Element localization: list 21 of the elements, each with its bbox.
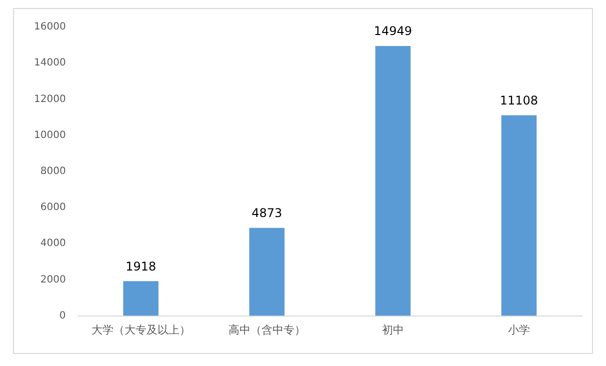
bar <box>249 228 285 316</box>
data-label: 4873 <box>252 206 282 220</box>
y-tick-label: 10000 <box>34 130 66 141</box>
x-tick-label: 高中（含中专） <box>228 323 306 336</box>
y-tick-label: 8000 <box>40 166 66 177</box>
y-tick-label: 16000 <box>34 22 66 33</box>
x-tick-label: 大学（大专及以上） <box>91 323 190 336</box>
y-tick-label: 0 <box>59 310 66 322</box>
x-tick-label: 小学 <box>508 323 530 336</box>
y-tick-label: 2000 <box>40 274 66 286</box>
bar <box>501 115 537 316</box>
y-tick-label: 4000 <box>40 238 66 250</box>
data-label: 1918 <box>126 259 156 274</box>
bar <box>123 281 158 316</box>
bar <box>375 46 411 316</box>
data-label: 14949 <box>374 24 412 38</box>
y-tick-label: 6000 <box>40 202 66 214</box>
y-tick-label: 14000 <box>34 58 66 69</box>
y-tick-label: 12000 <box>34 94 66 105</box>
x-tick-label: 初中 <box>382 323 404 336</box>
data-label: 11108 <box>500 93 538 108</box>
